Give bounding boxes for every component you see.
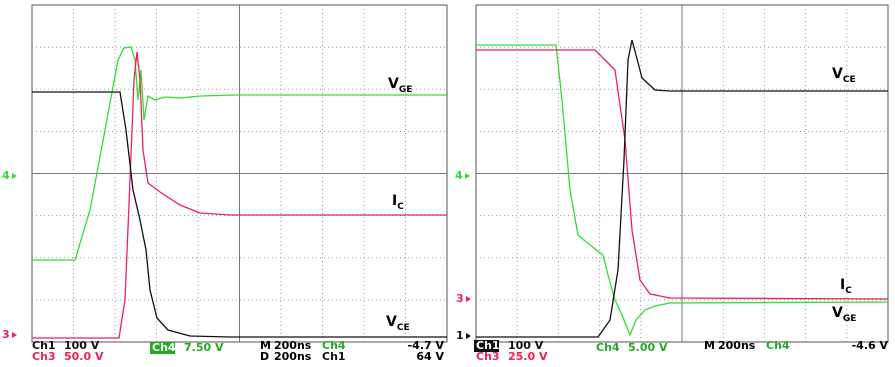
channel-marker: 4 xyxy=(455,169,463,182)
timebase-time: 200ns xyxy=(718,339,756,352)
channel-name: Ch3 xyxy=(32,350,56,363)
timebase-mode: M xyxy=(704,339,715,352)
trigger-level: 64 V xyxy=(416,350,444,363)
trace-label-sub: C xyxy=(397,202,404,212)
trigger-source: Ch1 xyxy=(322,350,346,363)
marker-arrow xyxy=(12,173,17,179)
trace-label-sub: GE xyxy=(843,314,857,324)
marker-arrow xyxy=(12,332,17,338)
trace-label-sub: CE xyxy=(843,75,856,85)
trace-label: VCE xyxy=(832,66,856,85)
trace-label: IC xyxy=(392,193,404,212)
trace-label: IC xyxy=(840,277,852,296)
trace-label-main: V xyxy=(388,76,399,92)
timebase-time: 200ns xyxy=(274,350,312,363)
scope-screen: VGEICVCEVCEICVGE43431Ch1100 VCh350.0 VCh… xyxy=(0,0,895,367)
channel-scale: 50.0 V xyxy=(64,350,104,363)
trace-label-main: V xyxy=(832,305,843,321)
marker-arrow xyxy=(466,296,471,302)
trace-label: VGE xyxy=(832,305,856,324)
channel-marker: 1 xyxy=(456,329,464,342)
channel-name: Ch4 xyxy=(596,341,620,354)
trace-label-sub: C xyxy=(845,286,852,296)
channel-scale: 7.50 V xyxy=(184,341,224,354)
channel-name: Ch3 xyxy=(476,350,500,363)
channel-marker: 3 xyxy=(2,328,10,341)
trace-label: VGE xyxy=(388,76,412,95)
channel-name: Ch4 xyxy=(152,341,176,354)
channel-marker: 4 xyxy=(2,169,10,182)
trace-label: VCE xyxy=(386,314,410,333)
timebase-mode: D xyxy=(260,350,269,363)
trace-label-main: V xyxy=(386,314,397,330)
channel-scale: 25.0 V xyxy=(508,350,548,363)
trigger-source: Ch4 xyxy=(766,339,790,352)
channel-marker: 3 xyxy=(456,292,464,305)
trace-label-main: V xyxy=(832,66,843,82)
trigger-level: -4.6 V xyxy=(852,339,889,352)
channel-scale: 5.00 V xyxy=(628,341,668,354)
marker-arrow xyxy=(466,333,471,339)
trace-label-sub: GE xyxy=(399,85,413,95)
marker-arrow xyxy=(465,173,470,179)
trace-label-sub: CE xyxy=(397,323,410,333)
